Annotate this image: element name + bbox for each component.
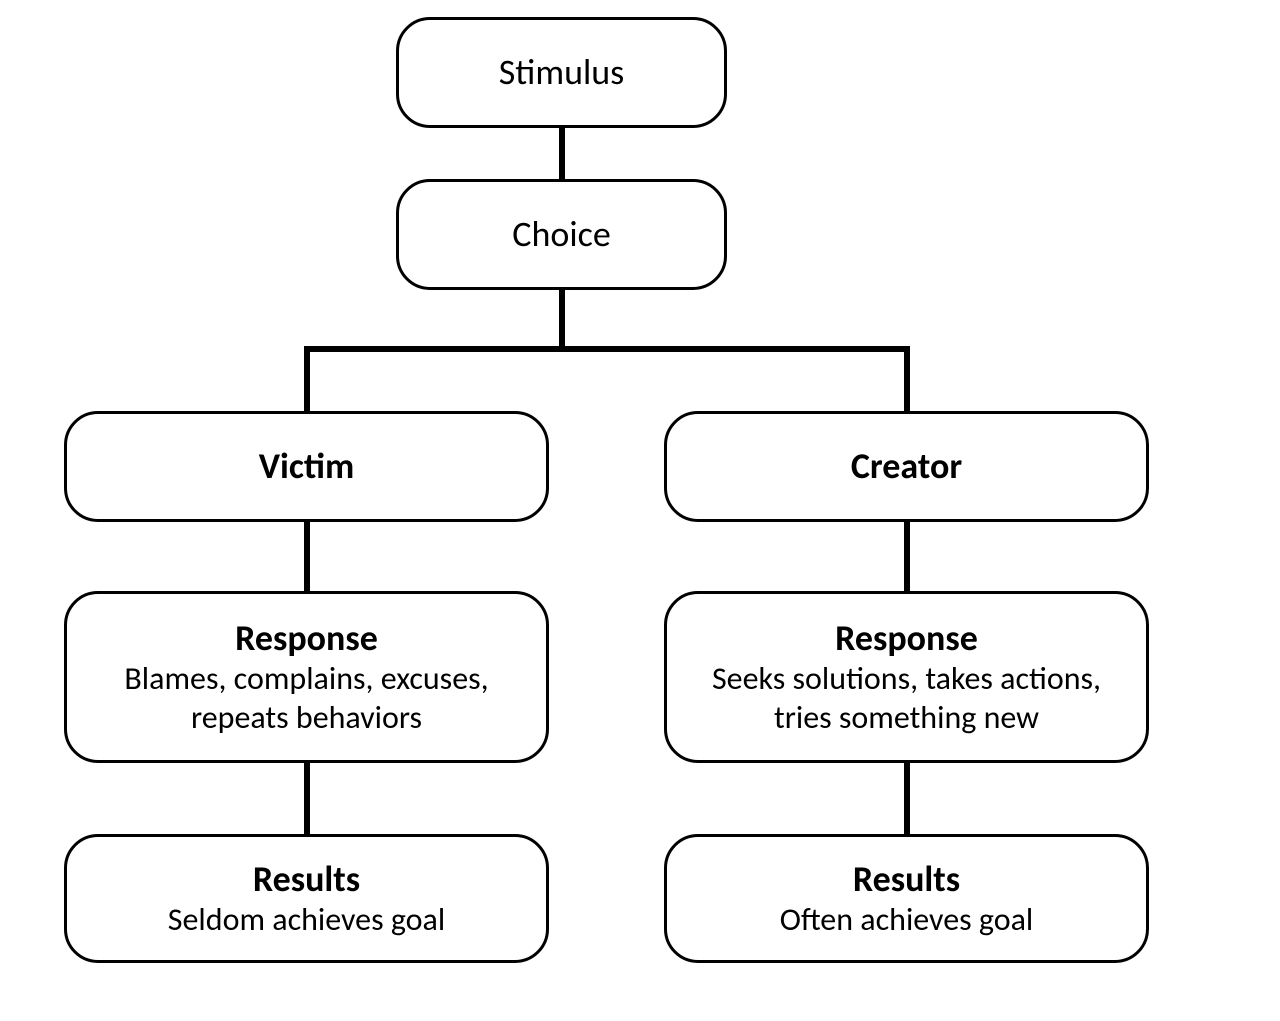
edge-victim-results [304, 759, 310, 839]
node-victim-label: Victim [259, 445, 355, 488]
edge-stimulus-choice [559, 124, 565, 184]
node-choice-label: Choice [512, 213, 611, 256]
node-victim-results-body: Seldom achieves goal [168, 901, 445, 939]
node-victim: Victim [64, 411, 549, 522]
node-creator-label: Creator [851, 445, 962, 488]
node-creator: Creator [664, 411, 1149, 522]
node-creator-results: Results Often achieves goal [664, 834, 1149, 963]
node-creator-results-title: Results [853, 858, 960, 901]
edge-split-horizontal [304, 346, 910, 352]
node-victim-results: Results Seldom achieves goal [64, 834, 549, 963]
edge-creator-response [904, 518, 910, 596]
node-victim-response: Response Blames, complains, excuses, rep… [64, 591, 549, 763]
node-creator-response: Response Seeks solutions, takes actions,… [664, 591, 1149, 763]
edge-split-left [304, 346, 310, 416]
node-stimulus: Stimulus [396, 17, 727, 128]
node-choice: Choice [396, 179, 727, 290]
node-stimulus-label: Stimulus [499, 51, 625, 94]
node-creator-results-body: Often achieves goal [780, 901, 1034, 939]
edge-split-right [904, 346, 910, 416]
node-creator-response-body: Seeks solutions, takes actions, tries so… [685, 660, 1128, 737]
node-victim-response-body: Blames, complains, excuses, repeats beha… [85, 660, 528, 737]
node-victim-response-title: Response [235, 617, 378, 660]
node-victim-results-title: Results [253, 858, 360, 901]
edge-victim-response [304, 518, 310, 596]
edge-creator-results [904, 759, 910, 839]
node-creator-response-title: Response [835, 617, 978, 660]
edge-choice-down [559, 286, 565, 352]
